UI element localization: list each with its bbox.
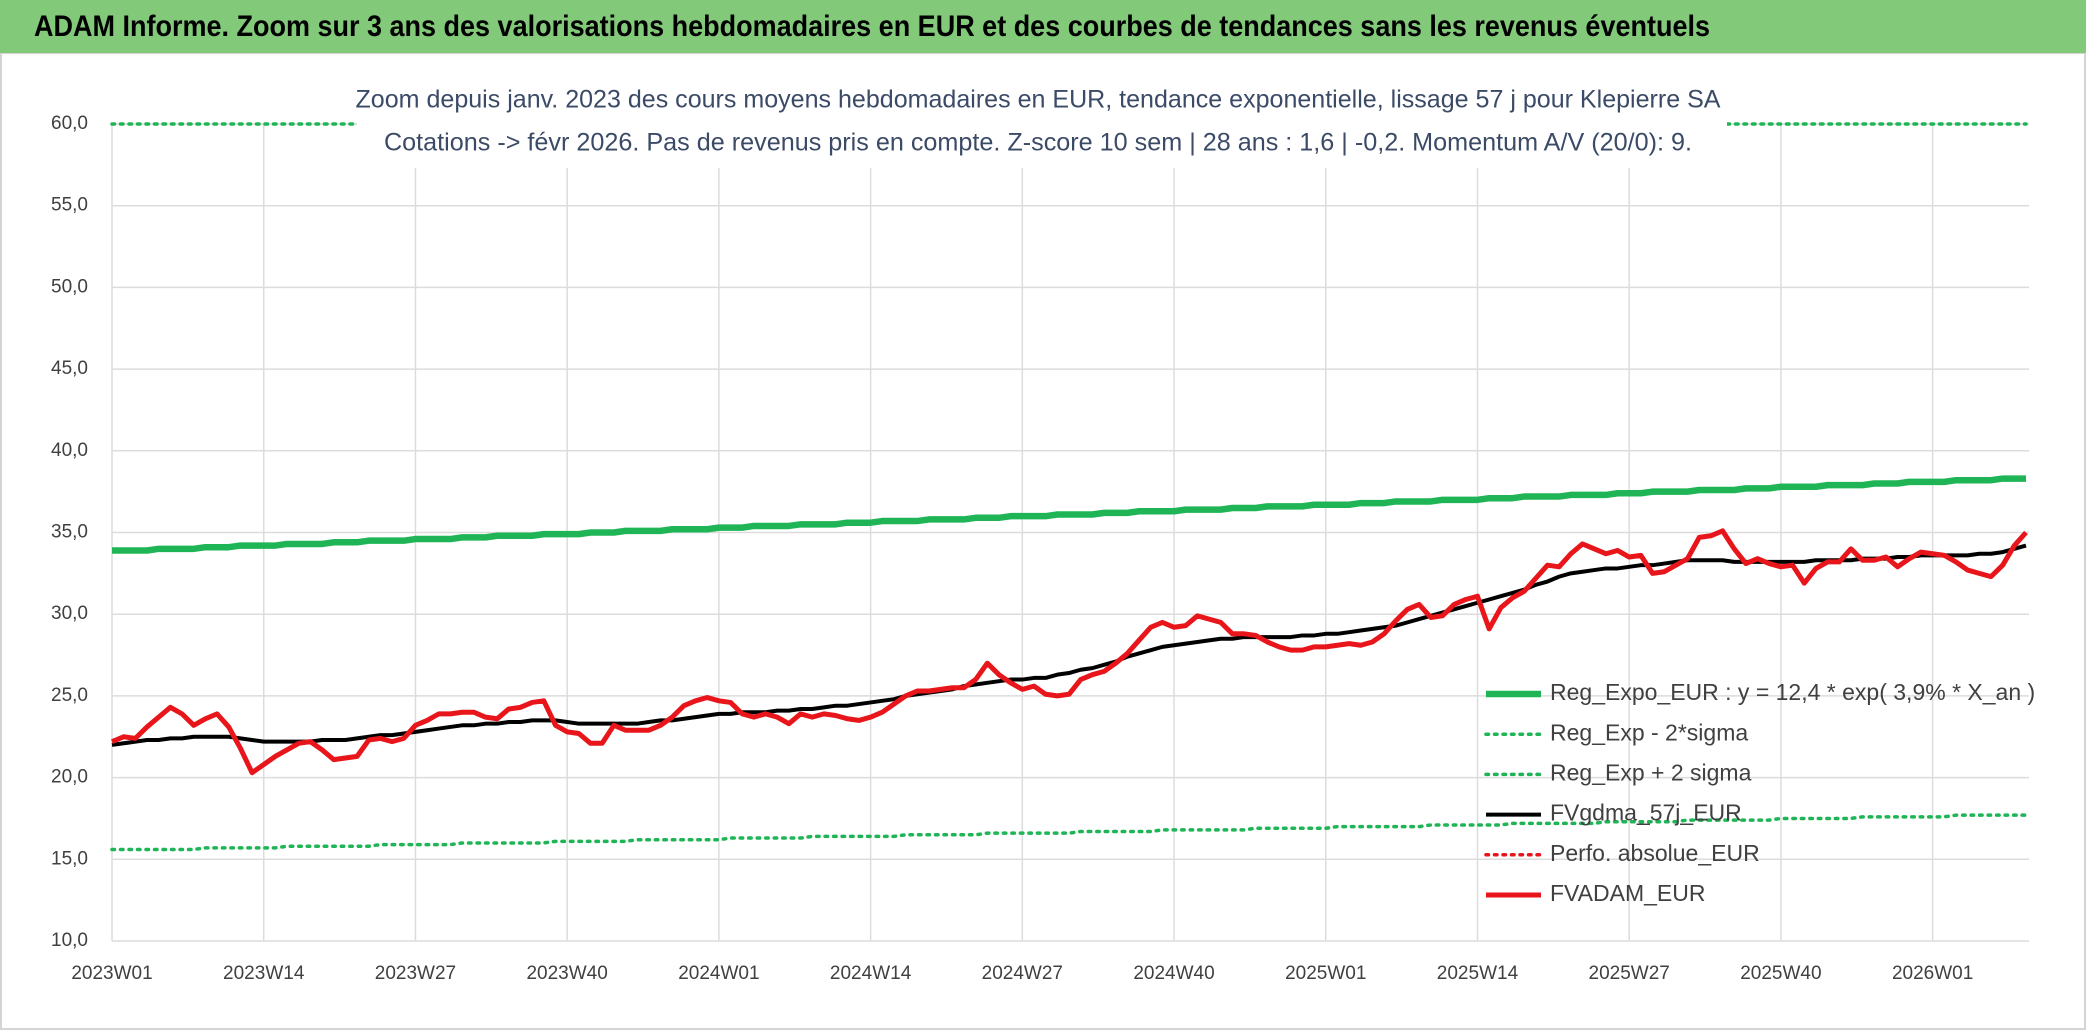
x-tick-label: 2023W40 xyxy=(526,963,607,984)
y-tick-label: 25,0 xyxy=(51,685,88,706)
x-tick-label: 2025W01 xyxy=(1285,963,1366,984)
x-tick-label: 2024W01 xyxy=(678,963,759,984)
y-tick-label: 55,0 xyxy=(51,195,88,216)
x-tick-label: 2025W14 xyxy=(1437,963,1519,984)
legend: Reg_Expo_EUR : y = 12,4 * exp( 3,9% * X_… xyxy=(1484,679,2035,906)
y-tick-label: 50,0 xyxy=(51,276,88,297)
x-tick-label: 2024W14 xyxy=(830,963,912,984)
legend-label: Perfo. absolue_EUR xyxy=(1550,840,1760,866)
x-tick-label: 2025W40 xyxy=(1740,963,1821,984)
x-tick-label: 2023W14 xyxy=(223,963,305,984)
chart-subtitle: Zoom depuis janv. 2023 des cours moyens … xyxy=(356,86,1721,114)
y-tick-label: 10,0 xyxy=(51,930,88,951)
x-tick-label: 2024W27 xyxy=(982,963,1063,984)
banner-bg xyxy=(0,0,2086,53)
legend-label: FVADAM_EUR xyxy=(1550,880,1706,906)
series-line xyxy=(112,475,2026,554)
legend-label: Reg_Expo_EUR : y = 12,4 * exp( 3,9% * X_… xyxy=(1550,679,2035,705)
y-tick-label: 30,0 xyxy=(51,603,88,624)
legend-label: Reg_Exp + 2 sigma xyxy=(1550,759,1752,785)
series-line xyxy=(111,543,2027,747)
plot-area: 10,0 15,0 20,0 25,0 30,0 35,0 40,0 45,0 50,0 55,0… xyxy=(51,113,2029,984)
y-tick-label: 40,0 xyxy=(51,440,88,461)
x-tick-label: 2026W01 xyxy=(1892,963,1973,984)
chart-title: ADAM Informe. Zoom sur 3 ans des valoris… xyxy=(34,10,1710,43)
series-line xyxy=(110,813,2028,852)
series-line xyxy=(111,528,2028,776)
y-tick-label: 45,0 xyxy=(51,358,88,379)
legend-label: FVgdma_57j_EUR xyxy=(1550,800,1742,826)
x-tick-label: 2025W27 xyxy=(1589,963,1670,984)
y-tick-label: 15,0 xyxy=(51,848,88,869)
x-tick-label: 2024W40 xyxy=(1133,963,1214,984)
legend-label: Reg_Exp - 2*sigma xyxy=(1550,719,1748,745)
y-tick-label: 60,0 xyxy=(51,113,88,134)
x-tick-label: 2023W01 xyxy=(71,963,152,984)
y-tick-label: 35,0 xyxy=(51,522,88,543)
chart-subtitle: Cotations -> févr 2026. Pas de revenus p… xyxy=(384,129,1692,157)
subtitle-bg xyxy=(357,80,1727,168)
x-tick-label: 2023W27 xyxy=(375,963,456,984)
y-tick-label: 20,0 xyxy=(51,767,88,788)
